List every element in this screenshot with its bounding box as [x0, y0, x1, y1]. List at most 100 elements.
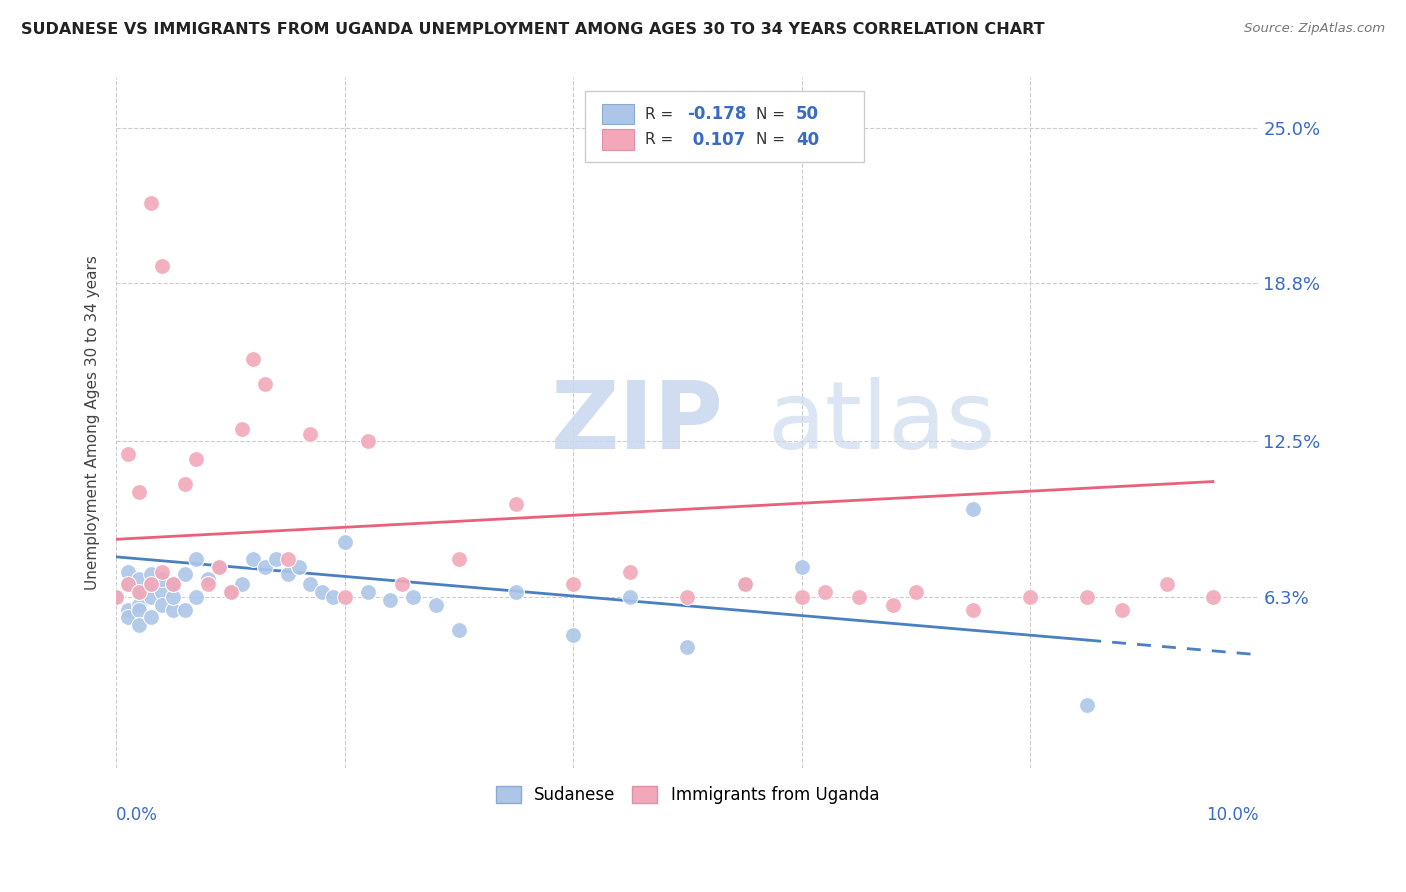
Point: [128, 602, 150, 616]
Text: -0.178: -0.178: [688, 105, 747, 123]
Point: [197, 573, 219, 587]
Point: [231, 577, 253, 591]
Point: [1076, 590, 1098, 604]
Point: [356, 585, 378, 599]
Point: [150, 565, 173, 579]
FancyBboxPatch shape: [585, 91, 865, 161]
Text: N =: N =: [756, 106, 790, 121]
Point: [882, 598, 904, 612]
Text: 40: 40: [796, 130, 820, 149]
Point: [380, 592, 402, 607]
Text: ZIP: ZIP: [550, 376, 723, 468]
Point: [117, 577, 139, 591]
Point: [162, 602, 184, 616]
Point: [288, 560, 311, 574]
Point: [139, 577, 162, 591]
Point: [162, 577, 184, 591]
Text: 0.0%: 0.0%: [117, 805, 157, 823]
Point: [619, 590, 641, 604]
Point: [356, 434, 378, 449]
Point: [128, 585, 150, 599]
Point: [505, 585, 527, 599]
Point: [105, 590, 128, 604]
Point: [333, 534, 356, 549]
Text: SUDANESE VS IMMIGRANTS FROM UGANDA UNEMPLOYMENT AMONG AGES 30 TO 34 YEARS CORREL: SUDANESE VS IMMIGRANTS FROM UGANDA UNEMP…: [21, 22, 1045, 37]
Point: [150, 259, 173, 273]
Point: [391, 577, 413, 591]
Point: [253, 560, 276, 574]
Point: [128, 585, 150, 599]
Point: [1111, 602, 1133, 616]
Point: [117, 602, 139, 616]
Point: [264, 552, 287, 566]
Text: 50: 50: [796, 105, 818, 123]
Text: N =: N =: [756, 132, 790, 147]
Point: [139, 577, 162, 591]
Point: [186, 452, 208, 467]
Point: [676, 640, 699, 655]
Point: [186, 590, 208, 604]
Point: [1019, 590, 1042, 604]
Text: R =: R =: [645, 106, 678, 121]
Point: [790, 590, 813, 604]
Point: [105, 590, 128, 604]
Point: [139, 590, 162, 604]
Point: [242, 552, 264, 566]
Point: [1076, 698, 1098, 712]
Point: [139, 610, 162, 624]
Point: [790, 560, 813, 574]
Legend: Sudanese, Immigrants from Uganda: Sudanese, Immigrants from Uganda: [489, 780, 886, 811]
Point: [150, 598, 173, 612]
Text: 10.0%: 10.0%: [1206, 805, 1258, 823]
Point: [1202, 590, 1225, 604]
Point: [676, 590, 699, 604]
Point: [277, 552, 299, 566]
Bar: [602, 129, 634, 150]
Point: [813, 585, 835, 599]
Point: [904, 585, 927, 599]
Point: [447, 623, 470, 637]
Point: [150, 585, 173, 599]
Point: [962, 502, 984, 516]
Point: [425, 598, 447, 612]
Point: [128, 484, 150, 499]
Point: [117, 565, 139, 579]
Point: [299, 426, 322, 441]
Point: [734, 577, 756, 591]
Point: [242, 351, 264, 366]
Point: [162, 577, 184, 591]
Point: [219, 585, 242, 599]
Point: [173, 477, 195, 491]
Bar: [602, 103, 634, 124]
Point: [231, 422, 253, 436]
Point: [402, 590, 425, 604]
Point: [734, 577, 756, 591]
Point: [962, 602, 984, 616]
Point: [150, 573, 173, 587]
Point: [848, 590, 870, 604]
Point: [253, 376, 276, 391]
Text: 0.107: 0.107: [688, 130, 745, 149]
Point: [117, 577, 139, 591]
Point: [128, 617, 150, 632]
Point: [173, 567, 195, 582]
Point: [197, 577, 219, 591]
Point: [619, 565, 641, 579]
Point: [277, 567, 299, 582]
Point: [299, 577, 322, 591]
Point: [139, 567, 162, 582]
Point: [208, 560, 231, 574]
Point: [139, 196, 162, 211]
Point: [162, 590, 184, 604]
Text: atlas: atlas: [768, 376, 995, 468]
Point: [208, 560, 231, 574]
Point: [505, 497, 527, 511]
Point: [447, 552, 470, 566]
Point: [117, 610, 139, 624]
Point: [562, 577, 585, 591]
Point: [311, 585, 333, 599]
Point: [562, 628, 585, 642]
Point: [186, 552, 208, 566]
Point: [1156, 577, 1178, 591]
Y-axis label: Unemployment Among Ages 30 to 34 years: Unemployment Among Ages 30 to 34 years: [86, 255, 100, 590]
